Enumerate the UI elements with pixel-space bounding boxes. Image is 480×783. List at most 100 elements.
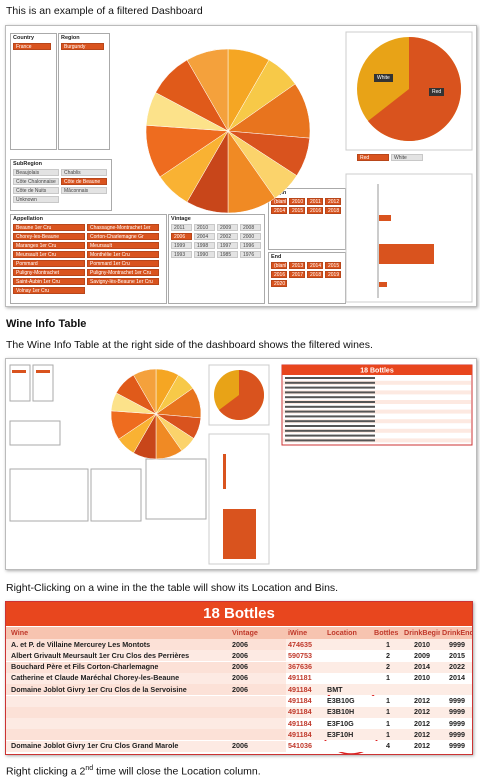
table-cell: 2012	[414, 729, 430, 739]
slicer-item: Pommard	[13, 260, 85, 267]
slicer-item: 1996	[240, 242, 261, 249]
mini-item	[12, 370, 26, 373]
slicer-item: 2018	[307, 271, 323, 278]
table-cell: 491184	[288, 729, 312, 739]
country-slicer: Country France	[10, 33, 57, 150]
table-cell: 474635	[288, 639, 312, 649]
table-cell: Bouchard Père et Fils Corton-Charlemagne	[11, 662, 159, 672]
row-left-bg	[6, 729, 286, 741]
slicer-header: SubRegion	[13, 161, 43, 167]
table-cell: 2006	[232, 639, 248, 649]
closing-text: Right clicking a 2	[6, 765, 86, 778]
slicer-item: 2011	[307, 198, 323, 205]
table-cell: 2010	[414, 673, 430, 683]
slicer-item: 2017	[289, 271, 305, 278]
right-click-text: Right-Clicking on a wine in the the tabl…	[6, 582, 339, 594]
table-title: 18 Bottles	[203, 605, 275, 622]
table-cell: 2	[386, 650, 390, 660]
table-cell: E3B10G	[327, 696, 355, 705]
slicer-item: 1997	[217, 242, 238, 249]
table-cell: 2006	[232, 673, 248, 683]
mini-row	[283, 424, 471, 428]
table-cell: 4	[386, 741, 390, 751]
slicer-item: 2014	[307, 262, 323, 269]
mini-row-text	[285, 429, 375, 432]
table-cell: Domaine Joblot Givry 1er Cru Clos Grand …	[11, 741, 179, 751]
table-cell: 1	[386, 729, 390, 739]
pie	[145, 48, 311, 214]
dashboard-screenshot: Country France Region Burgundy SubRegion Be…	[5, 25, 477, 307]
closing-text: time will close the Location column.	[93, 765, 261, 778]
slicer-item: 2015	[289, 207, 305, 214]
slicer-header: Country	[13, 35, 35, 41]
slicer-item: Volnay 1er Cru	[13, 287, 85, 294]
slicer-item: Chassagne-Montrachet 1er	[87, 224, 159, 231]
table-cell: BMT	[327, 684, 343, 694]
table-cell: 590753	[288, 650, 312, 660]
slicer-item: Côte de Nuits	[13, 187, 59, 194]
slicer-item: 1998	[194, 242, 215, 249]
mini-row	[283, 438, 471, 443]
mini-row-text	[285, 415, 375, 418]
row-left-bg	[6, 706, 286, 718]
table-cell: 1	[386, 696, 390, 705]
mini-item	[36, 370, 50, 373]
slicer-item: 1976	[240, 251, 261, 258]
legend: Red White	[356, 153, 424, 171]
mini-donut	[219, 370, 264, 420]
table-cell: 2012	[414, 741, 430, 751]
table-cell: 9999	[449, 696, 465, 705]
table-cell: 2014	[449, 673, 465, 683]
mini-row-text	[285, 420, 375, 423]
mini-row	[283, 390, 471, 395]
row-left-bg	[6, 695, 286, 707]
mini-row-text	[285, 391, 375, 394]
slicer-item: 2015	[325, 262, 341, 269]
slicer-items: Beaune 1er Cru Chassagne-Montrachet 1erCh…	[11, 223, 166, 295]
slicer-item: (blank)	[271, 262, 287, 269]
table-cell: 9999	[449, 729, 465, 739]
table-cell: 491184	[288, 684, 312, 694]
table-cell: E3F10H	[327, 729, 354, 739]
table-cell: 2	[386, 662, 390, 672]
bar-shape	[379, 244, 434, 264]
table-cell: 2006	[232, 650, 248, 660]
column-header: DrinkBegin	[404, 628, 440, 637]
legend-item: Red	[357, 154, 389, 161]
mini-row	[283, 376, 471, 380]
table-cell: 9999	[449, 741, 465, 751]
slicer-item: 2011	[171, 224, 192, 231]
mini-slicer	[9, 468, 89, 522]
mini-table-title-bar	[282, 365, 472, 375]
table-cell: 2006	[232, 741, 248, 751]
closing: Right clicking a 2nd time will close the…	[6, 765, 261, 778]
mini-slicer	[9, 364, 31, 402]
subregion-slicer: SubRegion Beaujolais ChablisCôte Chalonnai…	[10, 159, 112, 211]
table-cell: 541036	[288, 741, 312, 751]
table-cell: 2015	[449, 650, 465, 660]
table-cell: 491184	[288, 707, 312, 717]
table-cell: 9999	[449, 707, 465, 717]
mini-slicer	[90, 468, 142, 522]
table-cell: 2012	[414, 696, 430, 705]
slicer-item: Puligny-Montrachet 1er Cru	[87, 269, 159, 276]
slicer-item: 2014	[271, 207, 287, 214]
mini-bar	[223, 509, 256, 559]
donut-slice	[368, 37, 461, 141]
table-cell: 2014	[414, 662, 430, 672]
slicer-item: 2012	[325, 198, 341, 205]
mini-row-text	[285, 377, 375, 379]
mini-bar	[223, 454, 226, 489]
slicer-item: 1985	[217, 251, 238, 258]
mini-row-text	[285, 381, 375, 384]
column-header: Vintage	[232, 628, 258, 637]
row-left-bg	[6, 650, 286, 662]
slicer-item: Corton-Charlemagne Gr	[87, 233, 159, 240]
table-cell: 367636	[288, 662, 312, 672]
slicer-items: Beaujolais ChablisCôte Chalonnaise Côte de…	[11, 168, 111, 204]
slicer-item: 2006	[171, 233, 192, 240]
slicer-item: 1993	[171, 251, 192, 258]
slicer-item: Chorey-les-Beaune	[13, 233, 85, 240]
